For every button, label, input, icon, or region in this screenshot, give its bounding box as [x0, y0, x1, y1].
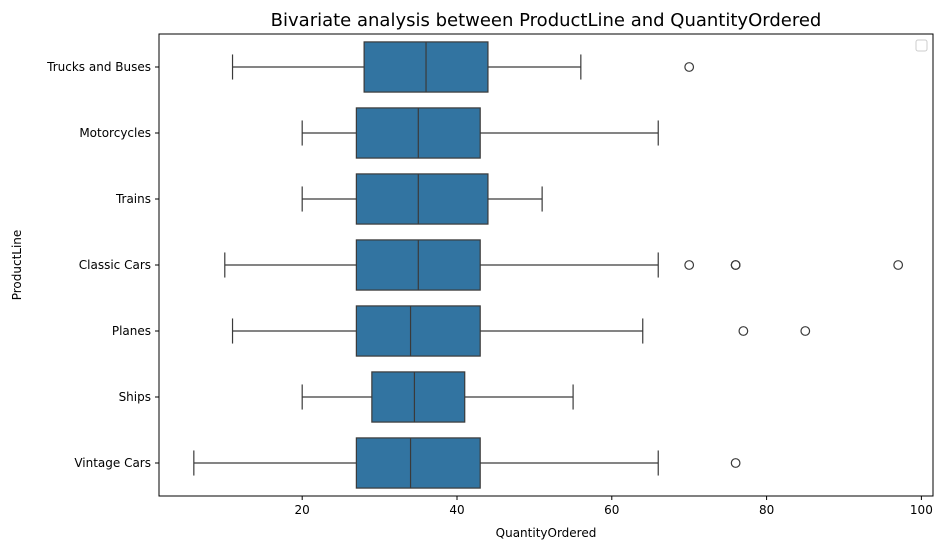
y-axis-label: ProductLine — [10, 230, 24, 301]
x-tick-label: 60 — [604, 503, 619, 517]
y-tick-label: Vintage Cars — [74, 456, 151, 470]
outlier-point — [893, 260, 904, 270]
box-ships — [371, 371, 466, 423]
x-axis-label: QuantityOrdered — [496, 526, 597, 540]
plot-area: Trucks and Buses Motorcycles Trains Classic… — [46, 41, 933, 517]
x-tick-label: 100 — [910, 503, 933, 517]
y-tick-label: Motorcycles — [79, 126, 151, 140]
y-tick-label: Trucks and Buses — [46, 60, 151, 74]
box-trains — [355, 173, 489, 225]
x-tick-label: 40 — [449, 503, 464, 517]
y-tick-label: Ships — [119, 390, 151, 404]
outlier-point — [730, 260, 741, 270]
y-tick-label: Classic Cars — [79, 258, 151, 272]
box-planes — [355, 305, 481, 357]
x-tick-label: 20 — [295, 503, 310, 517]
outlier-point — [738, 326, 749, 336]
x-tick-label: 80 — [759, 503, 774, 517]
legend-box — [915, 39, 928, 52]
chart-title: Bivariate analysis between ProductLine a… — [271, 10, 822, 31]
outlier-point — [730, 458, 741, 468]
outlier-point — [684, 260, 695, 270]
y-tick-label: Planes — [112, 324, 151, 338]
outlier-point — [800, 326, 811, 336]
outlier-point — [684, 62, 695, 72]
box-vintage-cars — [355, 437, 481, 489]
plot-frame — [158, 33, 934, 497]
y-tick-label: Trains — [115, 192, 151, 206]
